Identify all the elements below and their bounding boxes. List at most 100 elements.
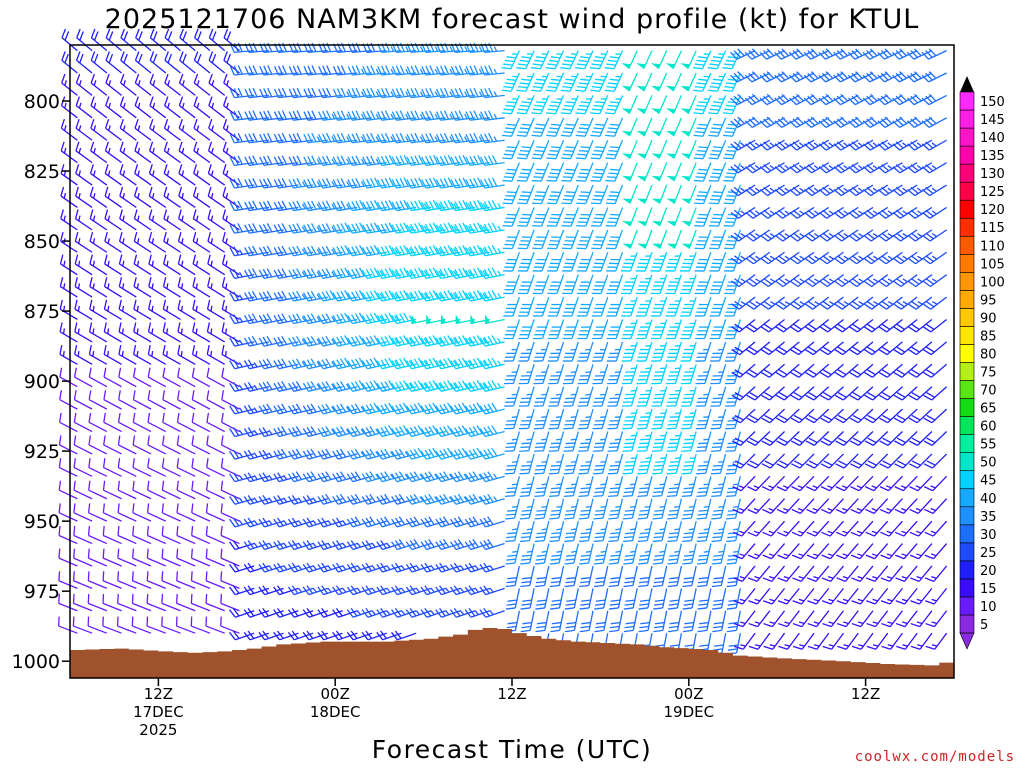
barb-full (439, 404, 446, 414)
barb-half (151, 260, 154, 267)
barb-full (232, 630, 240, 639)
barb-staff (555, 207, 565, 227)
barb-staff (148, 331, 167, 343)
barb-full (277, 65, 284, 75)
barb-half (93, 102, 97, 109)
wind-barb (221, 367, 240, 388)
barb-staff (614, 139, 624, 159)
barb-full (464, 405, 472, 415)
wind-barb (179, 51, 196, 74)
barb-full (273, 609, 280, 618)
barb-full (420, 473, 427, 483)
barb-staff (192, 353, 211, 365)
wind-barb (103, 435, 122, 455)
barb-full (506, 558, 516, 561)
barb-half (467, 225, 472, 231)
barb-full (536, 213, 546, 216)
barb-half (482, 360, 487, 366)
barb-full (548, 243, 558, 246)
barb-full (376, 247, 383, 257)
barb-half (360, 428, 365, 434)
barb-full (302, 360, 309, 370)
barb-full (237, 178, 243, 188)
barb-full (361, 541, 369, 550)
barb-full (237, 110, 243, 120)
barb-staff (59, 353, 78, 365)
barb-full (491, 154, 498, 165)
barb-full (594, 307, 604, 310)
barb-full (232, 494, 240, 504)
barb-full (247, 472, 255, 481)
barb-full (435, 586, 442, 596)
barb-full (580, 419, 590, 422)
barb-full (291, 427, 299, 436)
barb-full (321, 291, 328, 301)
barb-full (281, 426, 288, 435)
barb-full (403, 222, 409, 232)
barb-staff (587, 498, 594, 519)
barb-full (288, 292, 295, 302)
barb-full (344, 290, 351, 299)
barb-full (484, 133, 490, 143)
wind-barb (516, 95, 535, 115)
barb-full (551, 621, 562, 625)
barb-half (167, 80, 171, 86)
wind-barb (229, 87, 255, 99)
wind-barb (148, 299, 167, 321)
barb-full (262, 562, 269, 572)
barb-full (321, 201, 328, 211)
barb-staff (103, 512, 122, 522)
wind-barb (302, 630, 329, 641)
wind-barb (318, 87, 343, 99)
barb-full (521, 213, 532, 216)
barb-staff (178, 105, 196, 119)
barb-full (347, 224, 353, 234)
barb-full (325, 268, 332, 278)
barb-full (273, 224, 280, 234)
barb-full (503, 131, 514, 134)
barb-full (405, 450, 413, 460)
barb-full (576, 202, 586, 205)
barb-staff (511, 139, 520, 159)
barb-full (520, 584, 530, 588)
barb-half (195, 238, 199, 244)
barb-staff (221, 376, 240, 388)
barb-full (391, 156, 398, 166)
barb-half (400, 610, 406, 616)
barb-half (238, 339, 243, 345)
barb-full (420, 382, 427, 392)
wind-barb (450, 290, 476, 302)
barb-staff (600, 229, 609, 249)
barb-staff (558, 588, 565, 609)
barb-full (326, 110, 332, 120)
barb-full (373, 199, 380, 209)
wind-barb (391, 154, 417, 167)
barb-full (361, 269, 368, 279)
barb-full (229, 382, 236, 392)
barb-full (233, 201, 239, 211)
barb-full (251, 313, 258, 323)
barb-full (399, 178, 405, 188)
barb-full (472, 471, 479, 480)
barb-full (258, 360, 265, 370)
barb-full (420, 405, 427, 415)
wind-barb (105, 96, 122, 119)
barb-staff (74, 331, 93, 343)
barb-staff (206, 557, 225, 567)
barb-half (493, 113, 498, 120)
barb-full (354, 403, 361, 413)
barb-staff (105, 105, 122, 119)
barb-full (534, 472, 544, 475)
barb-full (388, 154, 395, 165)
barb-full (384, 403, 391, 413)
barb-half (196, 80, 200, 86)
barb-full (579, 607, 590, 610)
barb-full (405, 563, 413, 573)
wind-barb (317, 562, 343, 573)
barb-full (503, 85, 513, 89)
barb-full (549, 584, 560, 588)
barb-full (406, 269, 412, 279)
barb-full (505, 240, 516, 242)
wind-barb (464, 493, 491, 505)
barb-full (439, 540, 446, 549)
